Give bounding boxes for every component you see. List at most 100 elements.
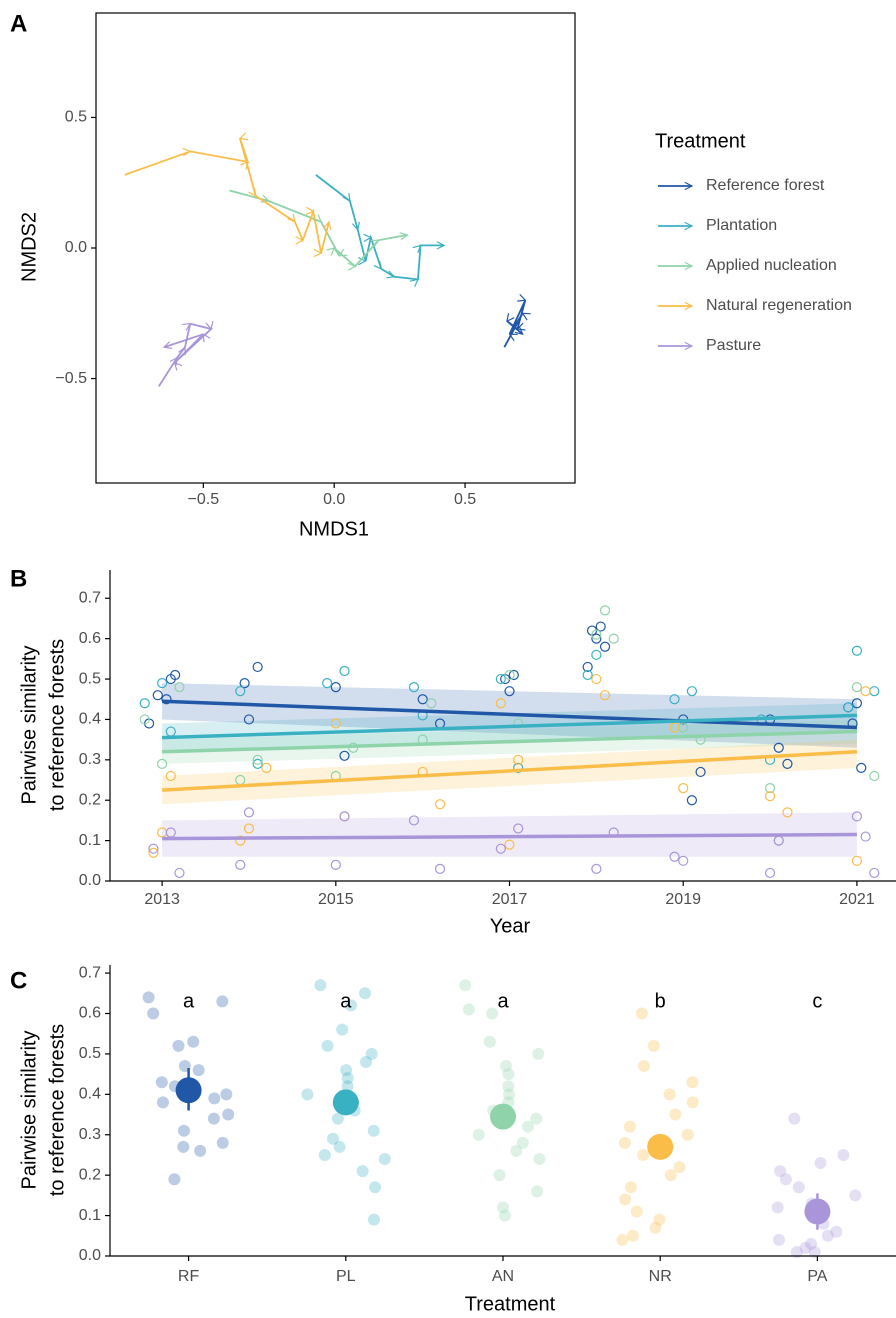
- point: [502, 1080, 515, 1093]
- point: [649, 1221, 662, 1234]
- point: [686, 686, 698, 697]
- significance-letter: a: [183, 990, 195, 1012]
- point: [235, 686, 246, 697]
- point: [341, 1072, 354, 1085]
- point: [624, 1181, 637, 1194]
- y-tick-label: 0.3: [79, 1126, 101, 1143]
- point: [408, 815, 420, 826]
- point: [156, 1096, 169, 1109]
- point: [608, 633, 619, 644]
- point: [678, 855, 689, 866]
- point: [513, 754, 524, 765]
- trend-line: [162, 713, 857, 740]
- point: [869, 770, 880, 782]
- point: [472, 1128, 485, 1141]
- point: [147, 1007, 160, 1020]
- point: [830, 1225, 843, 1238]
- point: [805, 1237, 818, 1250]
- point: [510, 1144, 523, 1157]
- x-tick-label: PA: [807, 1268, 827, 1285]
- point: [356, 1165, 369, 1178]
- point: [504, 669, 515, 681]
- point: [365, 1047, 378, 1060]
- point: [686, 1096, 699, 1109]
- point: [792, 1181, 805, 1194]
- point: [142, 991, 155, 1004]
- point: [216, 1136, 229, 1149]
- point: [339, 665, 350, 677]
- point: [161, 694, 172, 705]
- point: [194, 1144, 207, 1157]
- point: [252, 661, 263, 673]
- significance-letter: a: [497, 990, 509, 1012]
- legend-label: Reference forest: [706, 177, 825, 194]
- point: [533, 1153, 546, 1165]
- y-tick-label: 0.2: [79, 791, 101, 808]
- point: [235, 859, 246, 870]
- y-tick-label: 0.5: [79, 1045, 101, 1062]
- point: [599, 641, 611, 652]
- point: [322, 677, 333, 689]
- point: [495, 673, 506, 685]
- point: [773, 742, 784, 753]
- mean-point: [490, 1103, 516, 1130]
- trend-line: [162, 729, 857, 754]
- point: [318, 1148, 331, 1161]
- point: [799, 1241, 812, 1254]
- y-tick-label: 0.0: [65, 239, 87, 256]
- y-tick-label: 0.6: [79, 1005, 101, 1022]
- legend-title: Treatment: [655, 130, 746, 152]
- y-tick-label: −0.5: [55, 370, 87, 387]
- y-tick-label: 0.2: [79, 1166, 101, 1183]
- y-tick-label: 0.1: [79, 1207, 101, 1224]
- point: [502, 1068, 515, 1081]
- point: [599, 690, 611, 701]
- point: [669, 694, 680, 705]
- point: [408, 682, 420, 693]
- point: [681, 1128, 694, 1141]
- point: [851, 698, 863, 709]
- point: [678, 783, 689, 794]
- x-tick-label: 2015: [318, 891, 354, 908]
- point: [843, 702, 854, 713]
- point: [367, 1213, 380, 1226]
- legend-label: Pasture: [706, 337, 761, 354]
- point: [339, 750, 350, 761]
- point: [856, 762, 867, 774]
- point: [486, 1007, 499, 1020]
- point: [764, 791, 776, 802]
- point: [851, 855, 863, 866]
- point: [500, 1060, 513, 1073]
- point: [367, 1124, 380, 1137]
- point: [686, 795, 698, 806]
- point: [434, 799, 446, 810]
- x-tick-label: 2021: [839, 891, 875, 908]
- legend-label: Natural regeneration: [706, 297, 852, 314]
- point: [869, 867, 880, 879]
- x-axis-title: Treatment: [465, 1293, 556, 1315]
- point: [261, 762, 272, 774]
- point: [155, 1076, 168, 1089]
- y-tick-label: 0.4: [79, 711, 101, 728]
- point: [172, 1039, 185, 1052]
- point: [851, 645, 863, 656]
- point: [239, 677, 250, 689]
- point: [582, 661, 593, 673]
- point: [174, 682, 185, 693]
- x-tick-label: AN: [492, 1268, 514, 1285]
- point: [591, 863, 602, 874]
- point: [764, 867, 776, 879]
- point: [426, 698, 437, 709]
- point: [331, 1112, 344, 1125]
- trend-line: [162, 699, 857, 730]
- point: [417, 694, 428, 705]
- point: [157, 677, 168, 689]
- point: [849, 1189, 862, 1202]
- point: [148, 847, 159, 858]
- x-tick-label: RF: [178, 1268, 200, 1285]
- point: [772, 1233, 785, 1246]
- point: [508, 669, 519, 681]
- point: [330, 718, 341, 729]
- point: [774, 1165, 787, 1178]
- point: [327, 1132, 340, 1145]
